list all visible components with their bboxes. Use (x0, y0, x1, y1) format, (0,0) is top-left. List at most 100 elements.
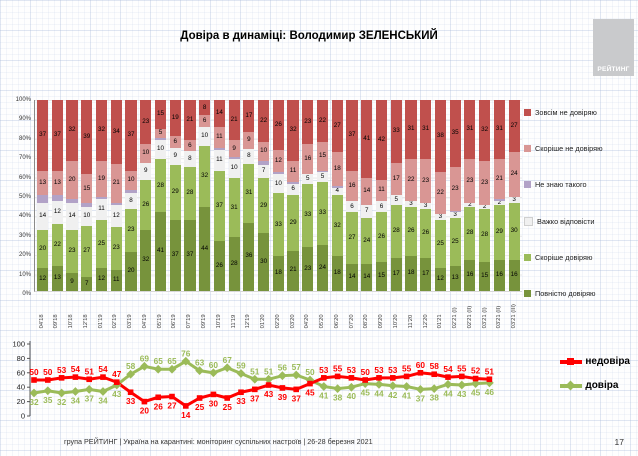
bar-segment: 18 (272, 256, 284, 291)
svg-text:37: 37 (292, 393, 302, 403)
svg-text:43: 43 (264, 389, 274, 399)
bar-segment: 26 (213, 241, 225, 291)
bar-segment: 9 (169, 147, 181, 165)
bar-segment: 37 (184, 220, 196, 291)
bar-x-label: 07'19 (186, 313, 193, 328)
bar-segment: 12 (37, 267, 49, 291)
line-chart: 100 80 60 40 20 0 50 32 50 35 53 32 54 34 51 37 54 34 47 43… (4, 336, 524, 432)
svg-text:43: 43 (457, 389, 467, 399)
bar-segment: 28 (154, 159, 167, 213)
bar-segment: 16 (464, 260, 476, 291)
svg-text:55: 55 (402, 363, 412, 373)
svg-text:53: 53 (388, 365, 398, 375)
bar-segment: 9 (228, 140, 240, 158)
bar-segment (316, 170, 329, 173)
legend-label: Скоріше не довіряю (535, 144, 603, 154)
legend-label: Важко відповісти (537, 216, 595, 226)
bar-segment: 31 (420, 100, 432, 160)
svg-text:34: 34 (71, 396, 81, 406)
legend-item-dont-know: Не знаю такого (524, 180, 636, 189)
bar-segment: 28 (479, 208, 491, 263)
bar-segment: 31 (243, 164, 255, 223)
legend-label: Не знаю такого (535, 180, 587, 190)
bar-x-label: 11'19 (230, 314, 237, 328)
bar-segment: 20 (37, 229, 49, 268)
svg-text:67: 67 (223, 355, 233, 365)
bar-segment: 13 (51, 170, 63, 196)
svg-text:58: 58 (430, 361, 440, 371)
bar-segment: 11 (110, 270, 122, 291)
bar-segment: 6 (169, 136, 181, 148)
bar-segment: 21 (287, 250, 299, 291)
bar-x-label: 10'20 (392, 313, 399, 328)
svg-text:51: 51 (264, 366, 274, 376)
bar-segment: 29 (258, 178, 270, 234)
bar-segment: 15 (154, 100, 167, 129)
bar-segment: 22 (51, 223, 63, 266)
svg-text:40: 40 (17, 383, 25, 392)
bar-segment: 9 (66, 273, 78, 291)
bar-segment: 13 (449, 265, 461, 291)
bar-x-label: 10'19 (215, 313, 222, 328)
bar-04'18: 12 20 14 13 37 (37, 100, 49, 291)
bar-03'21 (III): 16 30 3 24 27 (508, 100, 520, 291)
bar-y-tick: 50% (18, 194, 31, 200)
bar-04'19: 32 26 9 10 23 (140, 100, 152, 291)
svg-text:20: 20 (17, 397, 25, 406)
bar-segment: 28 (464, 206, 476, 261)
bar-segment (493, 199, 505, 202)
bar-segment: 22 (258, 100, 270, 142)
bar-segment: 37 (51, 100, 63, 171)
bar-segment: 6 (346, 201, 358, 213)
stacked-bar-chart: 100% 90% 80% 70% 60% 50% 40% 30% 20% 10% 0% 12 20 14… (4, 97, 522, 328)
svg-text:55: 55 (457, 363, 467, 373)
svg-text:41: 41 (319, 390, 329, 400)
bar-segment: 7 (81, 277, 93, 291)
bar-segment: 8 (199, 100, 211, 116)
svg-text:50: 50 (29, 367, 39, 377)
bar-segment: 7 (361, 204, 373, 219)
bar-segment: 10 (154, 140, 167, 160)
bar-segment: 17 (420, 258, 432, 291)
svg-text:50: 50 (305, 367, 315, 377)
bar-segment: 37 (37, 100, 49, 171)
bar-segment: 32 (331, 195, 343, 257)
bar-x-label: 04'20 (304, 313, 311, 328)
bar-segment (228, 157, 240, 160)
bar-segment: 21 (228, 100, 240, 141)
bar-segment: 18 (331, 151, 343, 186)
bar-03'21 (II): 16 29 2 21 31 (493, 100, 505, 291)
bar-01'20: 30 29 7 10 22 (258, 100, 270, 291)
bar-segment: 26 (272, 100, 284, 150)
bar-segment: 12 (95, 267, 108, 291)
bar-segment: 10 (140, 143, 152, 163)
svg-text:51: 51 (485, 366, 495, 376)
bar-segment: 32 (140, 229, 152, 291)
bar-segment: 32 (287, 100, 299, 162)
bar-x-label: 01'19 (97, 313, 104, 328)
bar-xlabels: 04'18 09'18 10'18 12'18 01'19 02'19 03'19 04'19… (34, 292, 522, 328)
svg-text:33: 33 (126, 396, 136, 406)
bar-10'18: 9 23 14 20 32 (66, 100, 78, 291)
bar-segment: 10 (272, 174, 284, 194)
svg-text:33: 33 (236, 396, 246, 406)
bar-segment: 17 (390, 258, 402, 291)
svg-text:0: 0 (21, 412, 25, 421)
bar-10'20: 17 28 5 17 33 (390, 100, 402, 291)
svg-text:37: 37 (416, 393, 426, 403)
bar-11'20: 18 26 3 22 31 (405, 100, 417, 291)
svg-text:39: 39 (278, 392, 288, 402)
svg-text:54: 54 (98, 364, 108, 374)
line-legend-item-trust: довіра (560, 380, 630, 391)
footer-text: група РЕЙТИНГ | Україна на карантині: мо… (64, 437, 373, 446)
bar-segment: 5 (390, 195, 402, 205)
bar-segment: 23 (66, 229, 78, 274)
bar-segment: 23 (479, 161, 491, 205)
bar-segment: 14 (361, 263, 373, 291)
bar-segment: 27 (346, 212, 358, 264)
svg-text:35: 35 (43, 395, 53, 405)
bar-segment: 2 (493, 199, 505, 206)
bar-segment: 12 (434, 267, 447, 291)
bar-segment: 14 (346, 263, 358, 291)
bar-segment: 30 (258, 233, 270, 291)
